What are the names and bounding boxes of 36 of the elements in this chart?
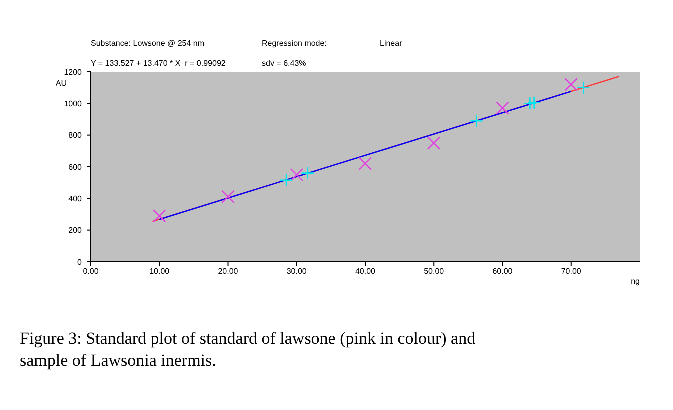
point — [496, 102, 510, 116]
x-tick-label: 30.00 — [286, 267, 308, 276]
text: Substance: Lowsone @ 254 nm — [91, 39, 205, 48]
x-tick-label: 20.00 — [218, 267, 239, 276]
y-tick-label: 400 — [68, 194, 83, 204]
x-tick-label: 60.00 — [492, 267, 514, 276]
y-tick-label: 1000 — [64, 99, 83, 108]
text: Regression mode: — [262, 39, 327, 48]
point — [280, 174, 294, 188]
y-tick-label: 0 — [78, 258, 83, 267]
point — [222, 190, 235, 204]
y-axis-title: AU — [56, 79, 68, 88]
x-tick-label: 0.00 — [83, 267, 100, 276]
point — [528, 96, 541, 110]
y-tick-label: 1200 — [64, 68, 83, 77]
y-tick-label: 600 — [68, 162, 83, 172]
point — [564, 78, 578, 92]
x-tick-label: 40.00 — [355, 267, 376, 276]
point — [301, 166, 315, 180]
x-axis-title: ng — [631, 277, 640, 286]
point — [577, 81, 590, 94]
point — [152, 209, 166, 223]
text: sdv = 6.43% — [262, 59, 306, 68]
x-tick-label: 10.00 — [150, 267, 170, 276]
point — [427, 136, 441, 150]
point — [524, 97, 537, 110]
x-tick-label: 50.00 — [424, 267, 445, 276]
y-tick-label: 200 — [68, 226, 83, 236]
x-tick-label: 70.00 — [561, 267, 582, 276]
caption: Figure 3: Standard plot of standard of lawsone (pink in colour) and sample of Lawsonia inermis. — [20, 329, 476, 370]
text: Linear — [380, 39, 403, 48]
point — [290, 168, 304, 182]
text: Y = 133.527 + 13.470 * X r = 0.99092 — [91, 59, 226, 68]
y-tick-label: 800 — [68, 131, 83, 140]
point — [358, 157, 372, 170]
point — [470, 114, 484, 128]
